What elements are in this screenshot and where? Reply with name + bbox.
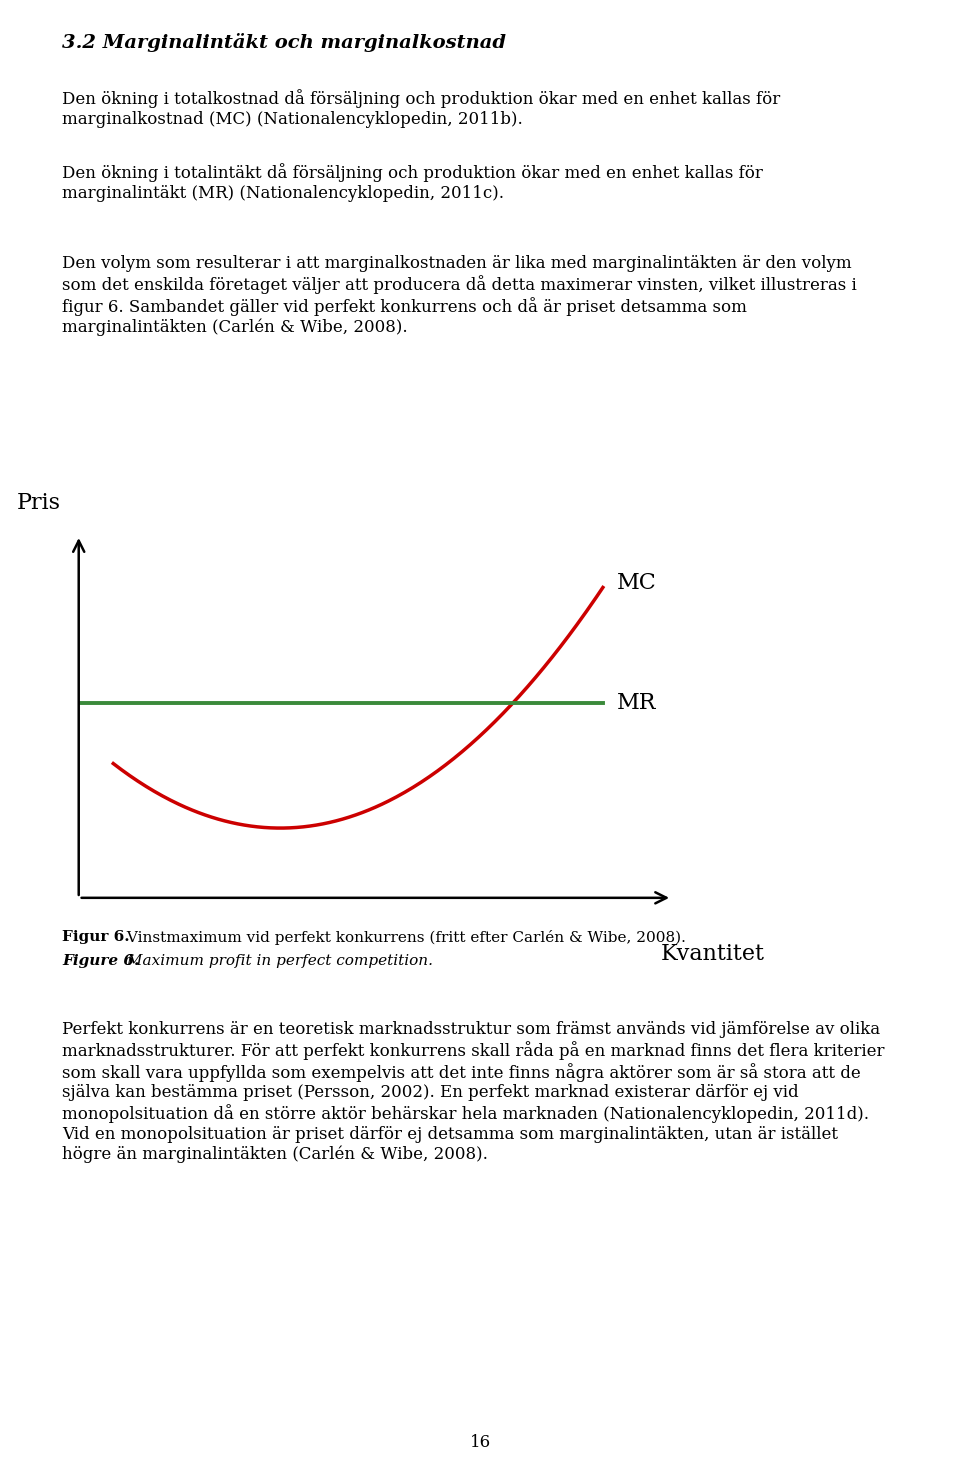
Text: Den volym som resulterar i att marginalkostnaden är lika med marginalintäkten är: Den volym som resulterar i att marginalk… [62,255,857,337]
Text: Kvantitet: Kvantitet [660,944,764,965]
Text: Vinstmaximum vid perfekt konkurrens (fritt efter Carlén & Wibe, 2008).: Vinstmaximum vid perfekt konkurrens (fri… [122,930,685,945]
Text: Pris: Pris [16,493,60,515]
Text: Den ökning i totalintäkt då försäljning och produktion ökar med en enhet kallas : Den ökning i totalintäkt då försäljning … [62,163,763,202]
Text: Figure 6.: Figure 6. [62,954,139,968]
Text: MC: MC [617,573,657,595]
Text: Den ökning i totalkostnad då försäljning och produktion ökar med en enhet kallas: Den ökning i totalkostnad då försäljning… [62,89,780,128]
Text: 16: 16 [469,1435,491,1451]
Text: 3.2 Marginalintäkt och marginalkostnad: 3.2 Marginalintäkt och marginalkostnad [62,33,507,52]
Text: Perfekt konkurrens är en teoretisk marknadsstruktur som främst används vid jämfö: Perfekt konkurrens är en teoretisk markn… [62,1021,885,1163]
Text: Maximum profit in perfect competition.: Maximum profit in perfect competition. [122,954,433,968]
Text: Figur 6.: Figur 6. [62,930,130,944]
Text: MR: MR [617,692,657,714]
